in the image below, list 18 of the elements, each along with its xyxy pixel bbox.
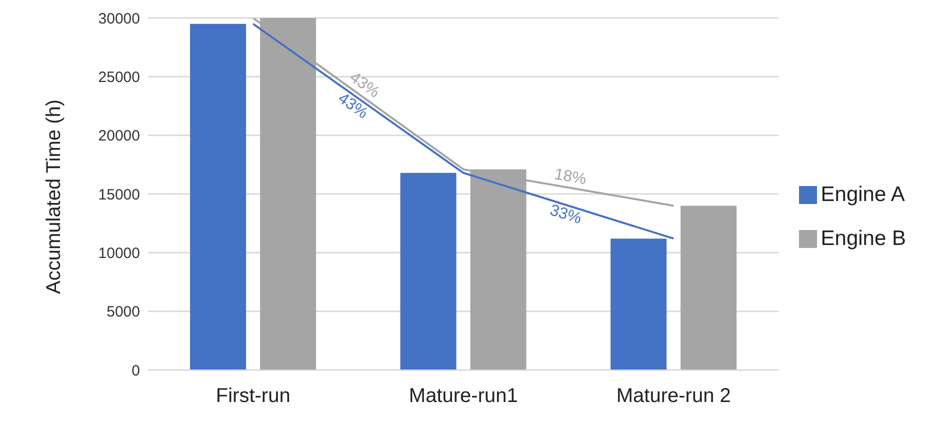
y-tick-label: 10000 — [98, 244, 140, 262]
y-tick-label: 25000 — [98, 68, 140, 86]
bar — [400, 172, 456, 370]
y-tick-label: 20000 — [98, 128, 140, 145]
x-tick-label: Mature-run1 — [408, 385, 518, 408]
bar — [680, 206, 737, 370]
y-axis-title: Accumulated Time (h) — [43, 99, 66, 294]
x-tick-label: First-run — [216, 385, 290, 408]
y-tick-label: 15000 — [98, 186, 140, 204]
y-tick-label: 5000 — [106, 304, 140, 321]
legend-label: Engine B — [820, 227, 906, 250]
y-tick-label: 30000 — [98, 10, 140, 28]
x-tick-label: Mature-run 2 — [616, 385, 731, 408]
annotation: 33% — [548, 202, 584, 228]
legend-label: Engine A — [820, 183, 905, 206]
y-tick-label: 0 — [132, 362, 140, 380]
annotation: 18% — [553, 166, 588, 188]
bar — [190, 24, 246, 370]
